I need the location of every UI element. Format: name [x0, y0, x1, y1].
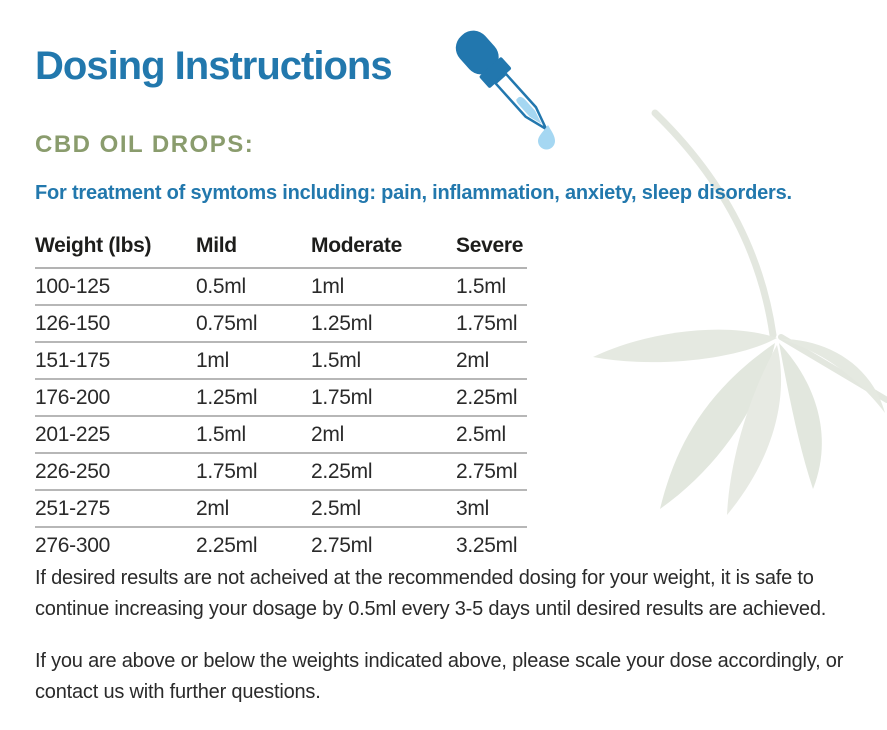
moderate-dose: 2.5ml	[311, 490, 456, 528]
severe-dose: 3ml	[456, 490, 527, 528]
table-row: 176-200 1.25ml 1.75ml 2.25ml	[35, 379, 527, 417]
moderate-dose: 2.75ml	[311, 534, 373, 557]
weight-range: 251-275	[35, 490, 196, 528]
severe-dose: 2.25ml	[456, 379, 527, 417]
column-header-weight: Weight (lbs)	[35, 232, 196, 269]
footer-notes: If desired results are not acheived at t…	[35, 563, 875, 729]
column-header-moderate: Moderate	[311, 232, 456, 269]
weight-range: 100-125	[35, 268, 196, 306]
severe-dose: 2ml	[456, 342, 527, 380]
column-header-severe: Severe	[456, 232, 527, 269]
weight-range: 176-200	[35, 379, 196, 417]
table-row: 100-125 0.5ml 1ml 1.5ml	[35, 268, 527, 306]
severe-dose: 2.5ml	[456, 416, 527, 454]
dosing-table: Weight (lbs) Mild Moderate Severe 100-12…	[35, 232, 527, 563]
dosing-table-body: 100-125 0.5ml 1ml 1.5ml 126-150 0.75ml 1…	[35, 268, 527, 563]
severe-dose: 1.75ml	[456, 305, 527, 343]
mild-dose: 2ml	[196, 490, 311, 528]
weight-range: 151-175	[35, 342, 196, 380]
severe-dose: 1.5ml	[456, 268, 527, 306]
note-weight-scaling: If you are above or below the weights in…	[35, 650, 844, 703]
moderate-dose: 2.25ml	[311, 453, 456, 491]
table-row: 151-175 1ml 1.5ml 2ml	[35, 342, 527, 380]
weight-range: 126-150	[35, 305, 196, 343]
moderate-dose: 1.75ml	[311, 379, 456, 417]
table-row: 251-275 2ml 2.5ml 3ml	[35, 490, 527, 528]
weight-range: 276-300	[35, 534, 110, 557]
mild-dose: 1.25ml	[196, 379, 311, 417]
mild-dose: 1.75ml	[196, 453, 311, 491]
table-row: 201-225 1.5ml 2ml 2.5ml	[35, 416, 527, 454]
page-title: Dosing Instructions	[35, 44, 393, 88]
weight-range: 226-250	[35, 453, 196, 491]
hemp-leaf-decoration-icon	[593, 109, 887, 515]
mild-dose: 1ml	[196, 342, 311, 380]
severe-dose: 2.75ml	[456, 453, 527, 491]
mild-dose: 1.5ml	[196, 416, 311, 454]
table-row: 226-250 1.75ml 2.25ml 2.75ml	[35, 453, 527, 491]
table-header-row: Weight (lbs) Mild Moderate Severe	[35, 232, 527, 269]
table-row: 126-150 0.75ml 1.25ml 1.75ml	[35, 305, 527, 343]
moderate-dose: 1.25ml	[311, 305, 456, 343]
mild-dose: 0.5ml	[196, 268, 311, 306]
mild-dose: 0.75ml	[196, 305, 311, 343]
moderate-dose: 2ml	[311, 416, 456, 454]
section-heading: CBD OIL DROPS:	[35, 131, 255, 158]
weight-range: 201-225	[35, 416, 196, 454]
treatment-subtitle: For treatment of symtoms including: pain…	[35, 182, 792, 204]
note-dosage-increase: If desired results are not acheived at t…	[35, 567, 827, 620]
mild-dose: 2.25ml	[196, 534, 258, 557]
dropper-icon	[455, 30, 555, 150]
severe-dose: 3.25ml	[456, 534, 518, 557]
column-header-mild: Mild	[196, 232, 311, 269]
dosing-table-header: Weight (lbs) Mild Moderate Severe	[35, 232, 527, 269]
moderate-dose: 1.5ml	[311, 342, 456, 380]
table-row: 276-300 2.25ml 2.75ml 3.25ml	[35, 527, 527, 563]
moderate-dose: 1ml	[311, 268, 456, 306]
